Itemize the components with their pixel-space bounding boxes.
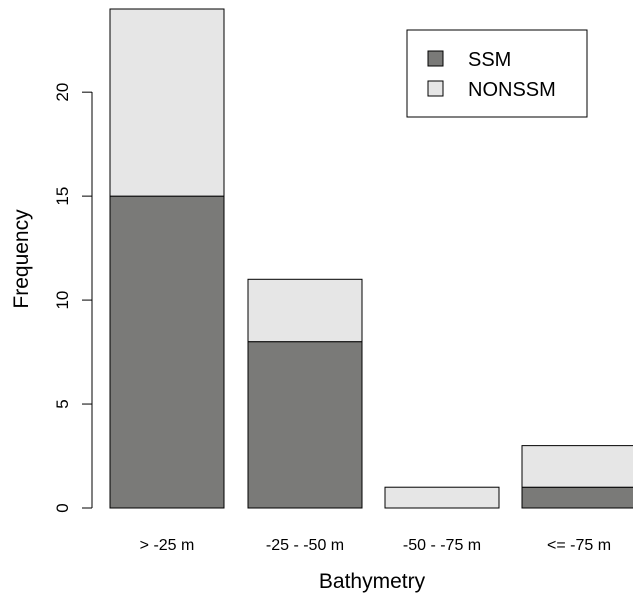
x-tick-label: > -25 m xyxy=(140,537,195,554)
x-tick-labels-group: > -25 m -25 - -50 m -50 - -75 m <= -75 m xyxy=(140,537,611,554)
y-tick-label: 5 xyxy=(53,399,72,408)
legend-box xyxy=(406,29,588,118)
x-tick-label: -50 - -75 m xyxy=(403,537,481,554)
legend-swatch-nonssm xyxy=(427,80,444,97)
y-tick-label: 10 xyxy=(53,291,72,310)
legend-swatch-ssm xyxy=(427,50,444,67)
y-tick-label: 15 xyxy=(53,187,72,206)
x-tick-label: <= -75 m xyxy=(547,537,611,554)
bar-nonssm-1 xyxy=(247,278,363,343)
legend: SSM NONSSM xyxy=(406,29,588,118)
y-tick-label: 20 xyxy=(53,83,72,102)
x-axis-title: Bathymetry xyxy=(319,570,426,593)
y-axis-title: Frequency xyxy=(10,209,33,309)
legend-label-ssm: SSM xyxy=(468,49,511,71)
bar-ssm-1 xyxy=(247,341,363,509)
legend-label-nonssm: NONSSM xyxy=(468,79,556,101)
bar-nonssm-3 xyxy=(521,445,633,488)
bar-ssm-0 xyxy=(109,195,225,509)
bars-group xyxy=(109,8,633,509)
bar-ssm-3 xyxy=(521,486,633,509)
x-tick-label: -25 - -50 m xyxy=(266,537,344,554)
y-tick-label: 0 xyxy=(53,503,72,512)
y-ticks-group: 0 5 10 15 20 xyxy=(53,83,92,513)
bar-nonssm-2 xyxy=(384,486,500,509)
bar-nonssm-0 xyxy=(109,8,225,197)
